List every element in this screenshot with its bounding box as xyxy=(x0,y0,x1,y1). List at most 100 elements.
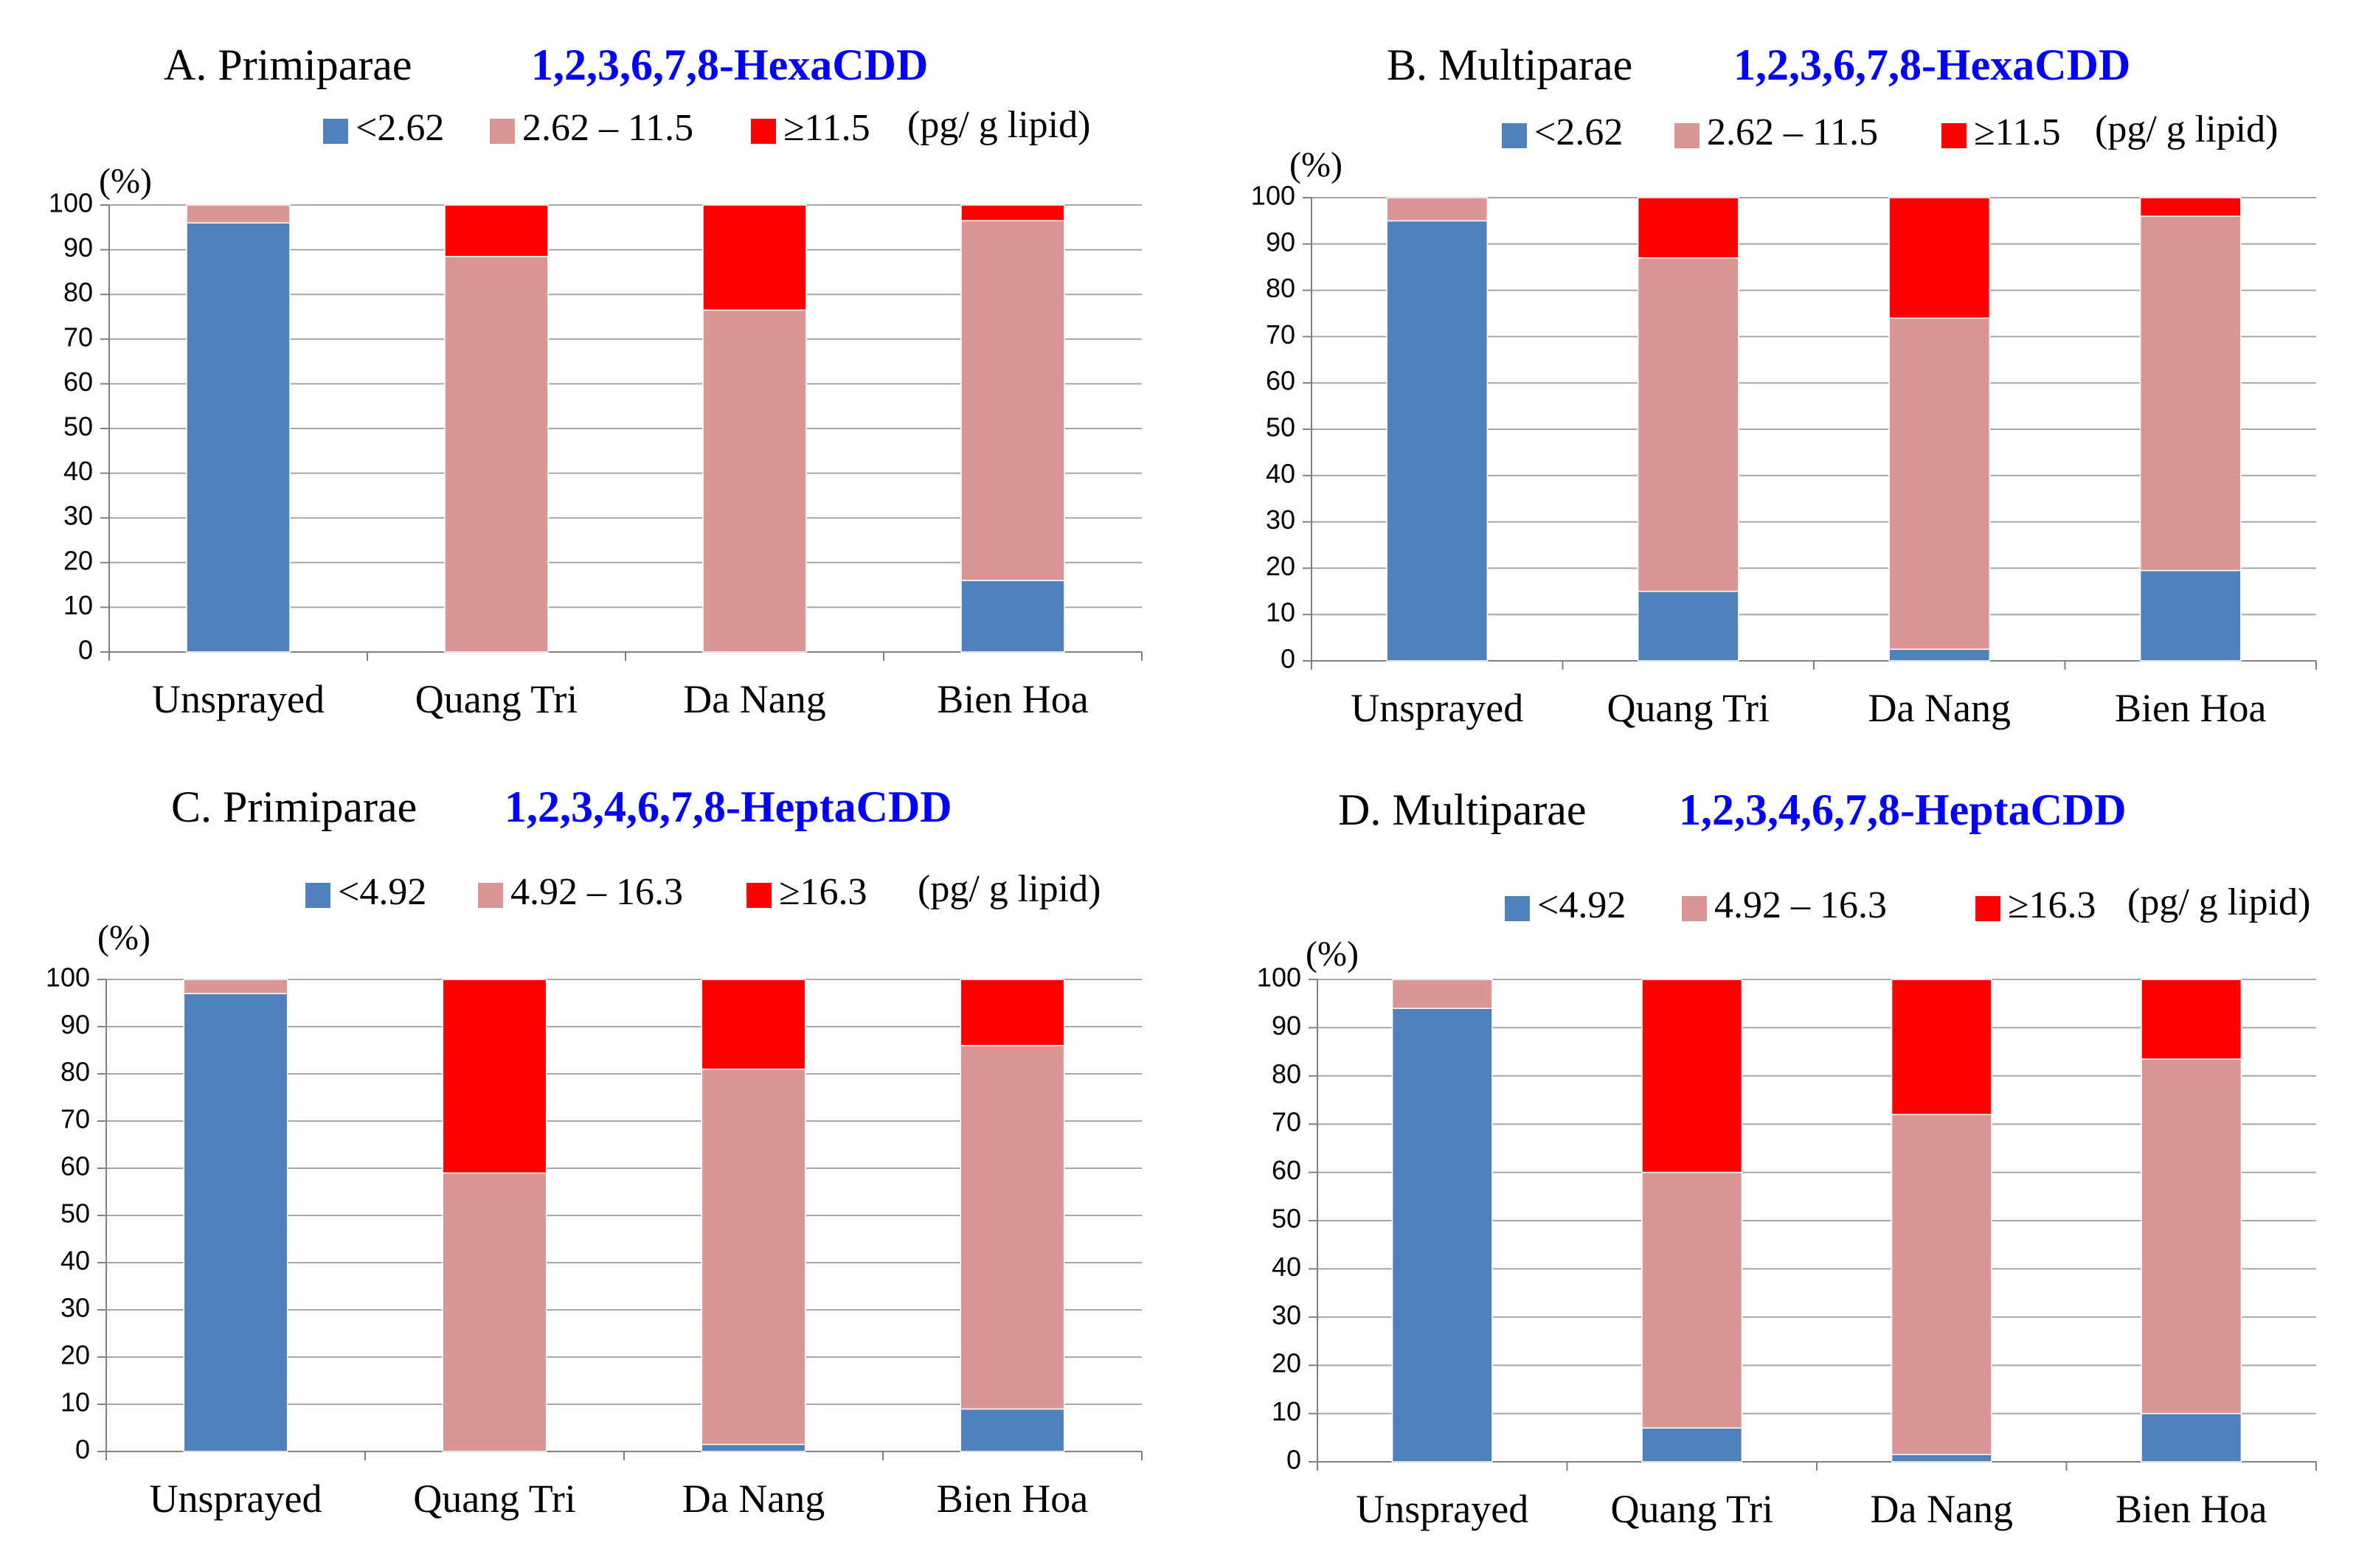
bar-segment-da-nang-0 xyxy=(701,1443,806,1452)
bar-segment-da-nang-1 xyxy=(702,309,807,653)
x-category-label: Bien Hoa xyxy=(937,1477,1088,1521)
bar-segment-da-nang-0 xyxy=(1891,1454,1992,1463)
panel-a: A. Primiparae 1,2,3,6,7,8-HexaCDD <2.62 2.6… xyxy=(49,41,1143,721)
y-tick-label: 10 xyxy=(63,590,93,620)
legend-swatch-0 xyxy=(1502,123,1527,148)
bar-segment-unsprayed-1 xyxy=(1386,197,1489,222)
legend-label-0: <4.92 xyxy=(1537,884,1626,926)
bar-segment-bien-hoa-2 xyxy=(960,204,1065,221)
bar-segment-bien-hoa-0 xyxy=(960,580,1065,653)
y-tick-label: 50 xyxy=(1272,1204,1301,1234)
y-unit-label: (%) xyxy=(1306,934,1359,974)
bar-segment-bien-hoa-1 xyxy=(960,220,1065,581)
bar-segment-bien-hoa-2 xyxy=(960,979,1065,1047)
legend-label-2: ≥16.3 xyxy=(779,871,867,913)
legend-label-1: 4.92 – 16.3 xyxy=(1714,884,1887,926)
bar-segment-unsprayed-1 xyxy=(183,979,288,994)
y-tick-label: 30 xyxy=(1266,504,1295,535)
bar-segment-da-nang-2 xyxy=(1891,979,1992,1115)
legend-swatch-2 xyxy=(746,883,772,908)
legend-label-2: ≥11.5 xyxy=(1974,111,2061,153)
y-tick-label: 30 xyxy=(60,1293,90,1323)
bar-segment-da-nang-2 xyxy=(1888,197,1991,319)
y-tick-label: 50 xyxy=(1266,412,1295,443)
bar-segment-da-nang-1 xyxy=(1891,1114,1992,1455)
legend-swatch-0 xyxy=(305,883,330,908)
x-category-label: Quang Tri xyxy=(413,1477,576,1521)
bar-segment-quang-tri-0 xyxy=(1641,1427,1743,1463)
y-tick-label: 20 xyxy=(1266,551,1295,581)
y-tick-label: 90 xyxy=(63,232,93,263)
y-tick-label: 80 xyxy=(1272,1058,1301,1089)
y-unit-label: (%) xyxy=(99,162,152,201)
legend-label-2: ≥11.5 xyxy=(783,107,870,149)
bar-segment-bien-hoa-0 xyxy=(960,1408,1065,1452)
y-tick-label: 60 xyxy=(60,1151,90,1182)
legend-label-0: <4.92 xyxy=(338,871,426,913)
y-tick-label: 60 xyxy=(63,367,93,397)
bar-segment-unsprayed-0 xyxy=(186,222,291,653)
legend-label-0: <2.62 xyxy=(1534,111,1623,153)
bar-segment-unsprayed-1 xyxy=(1391,979,1493,1009)
legend-label-1: 2.62 – 11.5 xyxy=(1707,111,1878,153)
y-tick-label: 90 xyxy=(60,1010,90,1040)
y-tick-label: 70 xyxy=(1272,1107,1301,1137)
bar-segment-quang-tri-1 xyxy=(444,255,549,653)
y-tick-label: 100 xyxy=(49,188,93,218)
bar-segment-quang-tri-1 xyxy=(442,1172,547,1452)
panel-title: C. Primiparae xyxy=(171,783,417,831)
bar-segment-da-nang-2 xyxy=(701,979,806,1070)
bar-segment-da-nang-1 xyxy=(701,1068,806,1446)
legend: <2.62 2.62 – 11.5 ≥11.5 (pg/ g lipid) xyxy=(323,104,1090,149)
y-tick-label: 0 xyxy=(75,1435,90,1465)
legend-swatch-2 xyxy=(1975,896,2000,921)
y-tick-label: 0 xyxy=(1281,644,1295,674)
x-category-label: Bien Hoa xyxy=(937,677,1088,721)
legend-swatch-2 xyxy=(751,119,776,144)
x-category-label: Quang Tri xyxy=(1607,686,1770,730)
y-tick-label: 20 xyxy=(1272,1348,1301,1378)
legend-unit: (pg/ g lipid) xyxy=(2095,108,2278,150)
y-tick-label: 20 xyxy=(63,545,93,575)
legend-swatch-1 xyxy=(1674,123,1699,148)
bar-segment-bien-hoa-0 xyxy=(2139,569,2242,662)
panel-title: A. Primiparae xyxy=(164,41,412,89)
legend-label-1: 2.62 – 11.5 xyxy=(522,107,693,149)
bar-segment-unsprayed-0 xyxy=(1391,1007,1493,1463)
x-category-label: Unsprayed xyxy=(152,677,325,721)
x-category-label: Da Nang xyxy=(1871,1487,2013,1531)
x-category-label: Da Nang xyxy=(682,1477,825,1521)
x-category-label: Da Nang xyxy=(683,677,825,721)
legend-label-2: ≥16.3 xyxy=(2008,884,2096,926)
legend-label-1: 4.92 – 16.3 xyxy=(510,871,683,913)
x-category-label: Quang Tri xyxy=(415,677,578,721)
x-category-label: Unsprayed xyxy=(1356,1487,1528,1531)
legend: <4.92 4.92 – 16.3 ≥16.3 (pg/ g lipid) xyxy=(305,868,1101,913)
y-tick-label: 0 xyxy=(1286,1445,1301,1475)
panel-title: D. Multiparae xyxy=(1338,785,1587,834)
bar-segment-bien-hoa-0 xyxy=(2141,1412,2242,1463)
bar-segment-quang-tri-2 xyxy=(444,204,549,257)
legend-swatch-0 xyxy=(1505,896,1530,921)
y-tick-label: 60 xyxy=(1272,1155,1301,1185)
y-tick-label: 80 xyxy=(63,277,93,308)
y-tick-label: 20 xyxy=(60,1340,90,1370)
y-tick-label: 60 xyxy=(1266,366,1295,396)
panel-c: C. Primiparae 1,2,3,4,6,7,8-HeptaCDD <4.92… xyxy=(46,783,1143,1521)
compound-title: 1,2,3,6,7,8-HexaCDD xyxy=(531,41,928,89)
bar-segment-da-nang-0 xyxy=(1888,648,1991,662)
y-tick-label: 30 xyxy=(63,501,93,531)
y-tick-label: 100 xyxy=(1257,962,1301,993)
panel-title: B. Multiparae xyxy=(1387,41,1632,89)
y-tick-label: 70 xyxy=(1266,319,1295,350)
y-tick-label: 10 xyxy=(60,1387,90,1418)
bar-segment-da-nang-1 xyxy=(1888,317,1991,651)
x-category-label: Bien Hoa xyxy=(2115,686,2266,730)
legend-label-0: <2.62 xyxy=(356,107,444,149)
legend-unit: (pg/ g lipid) xyxy=(918,868,1101,910)
bar-segment-quang-tri-1 xyxy=(1637,257,1739,592)
x-category-label: Unsprayed xyxy=(150,1477,322,1521)
x-category-label: Bien Hoa xyxy=(2116,1487,2267,1531)
